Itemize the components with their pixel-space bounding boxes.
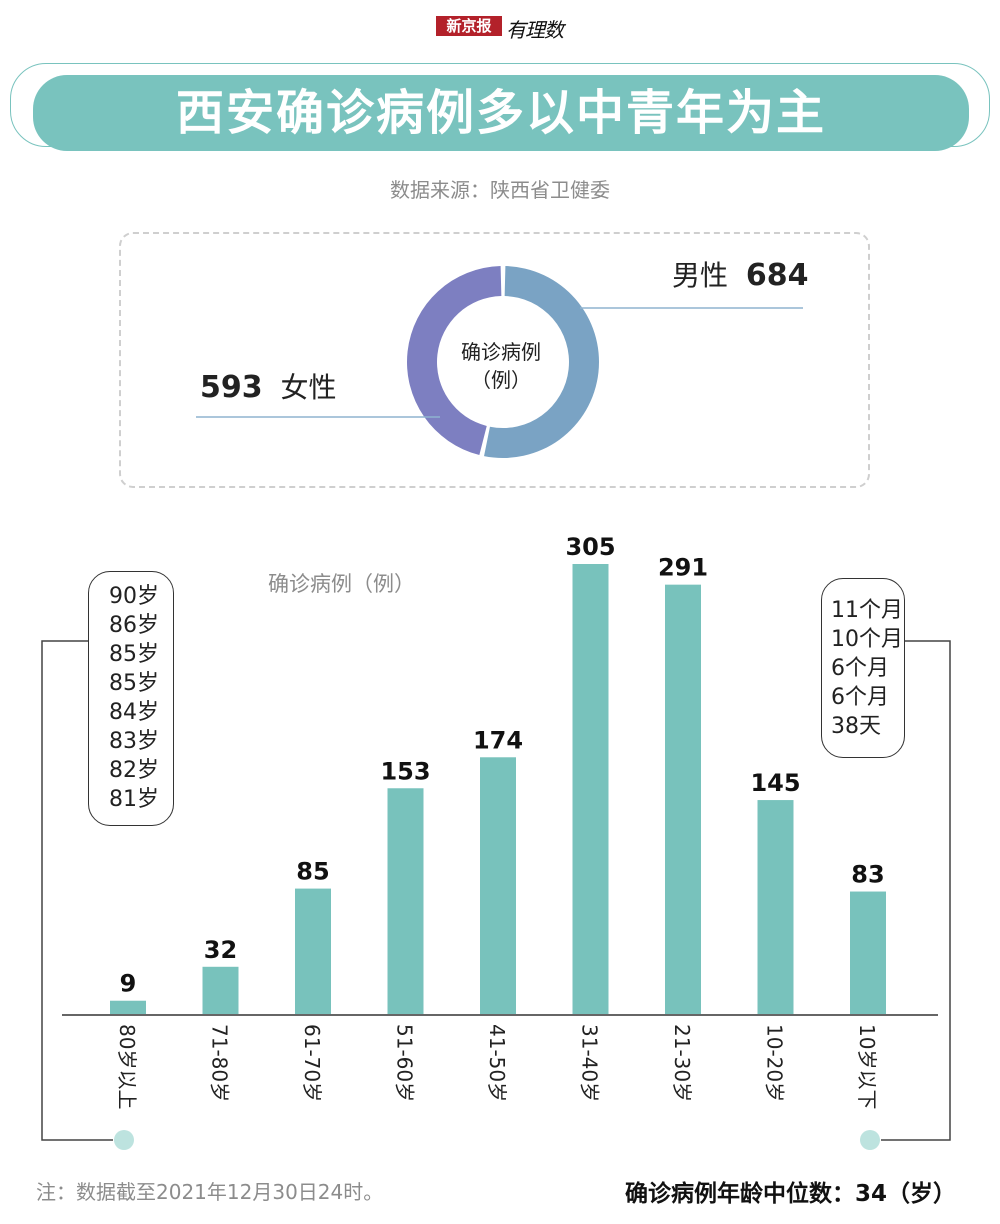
- bar-2: [295, 888, 331, 1014]
- x-tick-label: 80岁以上: [115, 1024, 139, 1109]
- brand-script: 有理数: [506, 18, 564, 42]
- elderly-age-item: 85岁: [109, 671, 159, 696]
- donut-slice-female: [406, 266, 502, 456]
- bar-value-label: 174: [473, 726, 523, 754]
- bar-7: [757, 800, 794, 1014]
- infant-connector-dot: [860, 1130, 880, 1150]
- x-tick-label: 21-30岁: [670, 1024, 694, 1102]
- bar-6: [665, 584, 701, 1014]
- infant-ages-list: 11个月 10个月 6个月 6个月 38天: [822, 579, 904, 741]
- bar-value-label: 32: [204, 936, 237, 964]
- median-age: 确诊病例年龄中位数：34（岁）: [624, 1181, 956, 1207]
- x-tick-label: 71-80岁: [208, 1024, 232, 1102]
- elderly-age-item: 85岁: [109, 642, 159, 667]
- elderly-connector-dot: [114, 1130, 134, 1150]
- data-source: 数据来源：陕西省卫健委: [390, 178, 610, 202]
- bar-8: [850, 891, 886, 1014]
- x-tick-label: 41-50岁: [485, 1024, 509, 1102]
- infant-age-item: 38天: [831, 714, 881, 739]
- infant-age-item: 10个月: [831, 627, 903, 652]
- infant-age-item: 11个月: [831, 598, 903, 623]
- infant-ages-bubble: 11个月 10个月 6个月 6个月 38天: [821, 578, 905, 758]
- bar-value-label: 153: [380, 757, 430, 785]
- donut-center-label: 确诊病例 （例）: [439, 338, 563, 394]
- x-tick-label: 10岁以下: [855, 1024, 879, 1109]
- female-label: 593 女性: [200, 366, 336, 406]
- page-title: 西安确诊病例多以中青年为主: [175, 85, 826, 141]
- y-axis-label: 确诊病例（例）: [268, 572, 415, 596]
- bar-0: [110, 1000, 146, 1014]
- donut-center-line1: 确诊病例: [461, 340, 541, 364]
- bar-value-label: 85: [296, 858, 329, 886]
- male-value: 684: [745, 258, 809, 293]
- bar-1: [202, 966, 239, 1014]
- female-label-text: 女性: [280, 371, 337, 404]
- bar-value-label: 291: [658, 554, 708, 582]
- infant-age-item: 6个月: [831, 685, 889, 710]
- elderly-ages-bubble: 90岁 86岁 85岁 85岁 84岁 83岁 82岁 81岁: [88, 571, 174, 826]
- x-tick-label: 61-70岁: [300, 1024, 324, 1102]
- elderly-ages-list: 90岁 86岁 85岁 85岁 84岁 83岁 82岁 81岁: [89, 572, 173, 814]
- bar-3: [387, 788, 424, 1014]
- bar-value-label: 83: [851, 861, 884, 889]
- footnote: 注：数据截至2021年12月30日24时。: [36, 1180, 384, 1204]
- elderly-age-item: 86岁: [109, 613, 159, 638]
- infant-connector-line: [881, 640, 951, 1141]
- gender-panel: [119, 232, 870, 488]
- elderly-age-item: 82岁: [109, 758, 159, 783]
- male-label-text: 男性: [672, 259, 729, 292]
- infant-age-item: 6个月: [831, 656, 889, 681]
- x-tick-label: 10-20岁: [763, 1024, 787, 1102]
- elderly-age-item: 84岁: [109, 700, 159, 725]
- female-value: 593: [200, 370, 263, 405]
- bar-5: [572, 564, 609, 1014]
- x-tick-label: 51-60岁: [393, 1024, 417, 1102]
- elderly-connector-line: [41, 640, 113, 1141]
- title-banner: [33, 75, 969, 151]
- bar-4: [480, 757, 516, 1014]
- bar-value-label: 9: [120, 970, 137, 998]
- bar-value-label: 145: [750, 769, 800, 797]
- donut-center-line2: （例）: [471, 368, 531, 392]
- elderly-age-item: 90岁: [109, 584, 159, 609]
- brand-box: 新京报: [436, 16, 502, 36]
- donut-slice-male: [484, 266, 599, 458]
- elderly-age-item: 81岁: [109, 787, 159, 812]
- bar-value-label: 305: [565, 533, 615, 561]
- male-label: 男性 684: [672, 254, 808, 294]
- x-tick-label: 31-40岁: [578, 1024, 602, 1102]
- elderly-age-item: 83岁: [109, 729, 159, 754]
- gender-donut-chart: [196, 266, 803, 458]
